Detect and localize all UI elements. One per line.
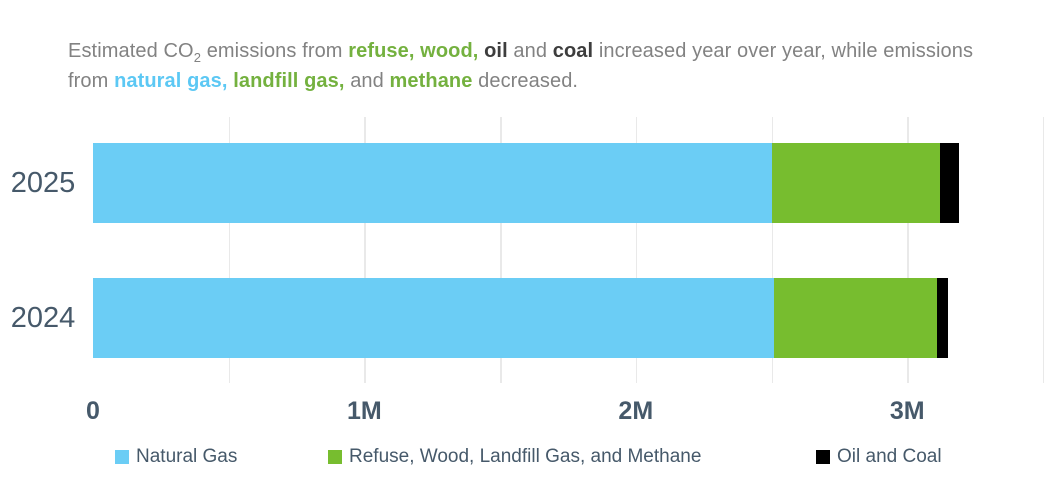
x-axis-label-1m: 1M (347, 397, 382, 425)
legend-item-oil-and-coal[interactable]: Oil and Coal (816, 446, 942, 468)
y-axis-label-2024: 2024 (10, 302, 76, 334)
title-segment: Estimated CO (68, 40, 194, 62)
gridline-1M (364, 117, 366, 383)
legend-swatch-natural-gas (115, 450, 129, 464)
title-segment: and (344, 70, 390, 92)
gridline-3M (907, 117, 909, 383)
gridline-2.5M (771, 117, 773, 383)
gridline-1.5M (500, 117, 502, 383)
y-axis-label-2025: 2025 (10, 167, 76, 199)
gridline-0.5M (228, 117, 231, 383)
title-segment: emissions from (201, 40, 349, 62)
title-segment: and (507, 40, 553, 62)
bar-2024-segment-refuse-wood-landfill-gas-and-methane[interactable] (774, 278, 938, 358)
bar-2024-segment-natural-gas[interactable] (93, 278, 775, 358)
x-axis-label-2m: 2M (618, 397, 654, 425)
legend-swatch-refuse-wood-landfill-gas-and-methane (328, 450, 342, 464)
legend: Natural Gas Refuse, Wood, Landfill Gas, a… (0, 444, 1060, 474)
legend-item-refuse-wood-landfill-gas-and-methane[interactable]: Refuse, Wood, Landfill Gas, and Methane (328, 446, 701, 468)
bar-2024-segment-oil-and-coal[interactable] (937, 278, 948, 358)
x-axis-label-3m: 3M (889, 397, 925, 425)
legend-swatch-oil-and-coal (816, 450, 830, 464)
legend-item-natural-gas[interactable]: Natural Gas (115, 446, 237, 468)
bar-2025-segment-refuse-wood-landfill-gas-and-methane[interactable] (771, 143, 940, 223)
bar-2024 (93, 278, 948, 358)
title-segment: oil (484, 40, 508, 62)
plot-area (93, 117, 1045, 383)
x-axis-label-0: 0 (86, 397, 100, 425)
title-segment: landfill gas, (233, 70, 345, 92)
gridline-3.5M (1042, 117, 1045, 383)
title-segment: coal (552, 40, 594, 62)
chart-title-line: from natural gas, landfill gas, and meth… (68, 66, 1023, 96)
chart-title-line: Estimated CO2 emissions from refuse, woo… (68, 36, 1023, 66)
legend-label: Natural Gas (136, 446, 238, 467)
bar-2025 (93, 143, 959, 223)
title-segment: methane (389, 70, 473, 92)
title-segment: decreased. (472, 70, 579, 92)
legend-label: Refuse, Wood, Landfill Gas, and Methane (349, 446, 702, 467)
title-segment: refuse, wood, (348, 40, 479, 62)
title-segment: increased year over year, while emission… (593, 40, 974, 62)
bar-2025-segment-natural-gas[interactable] (93, 143, 772, 223)
title-segment: from (68, 70, 115, 92)
chart-title: Estimated CO2 emissions from refuse, woo… (68, 36, 1023, 96)
title-segment: 2 (193, 50, 202, 65)
legend-label: Oil and Coal (837, 446, 942, 467)
gridline-2M (635, 117, 638, 383)
bar-2025-segment-oil-and-coal[interactable] (939, 143, 959, 223)
title-segment: natural gas, (114, 70, 228, 92)
